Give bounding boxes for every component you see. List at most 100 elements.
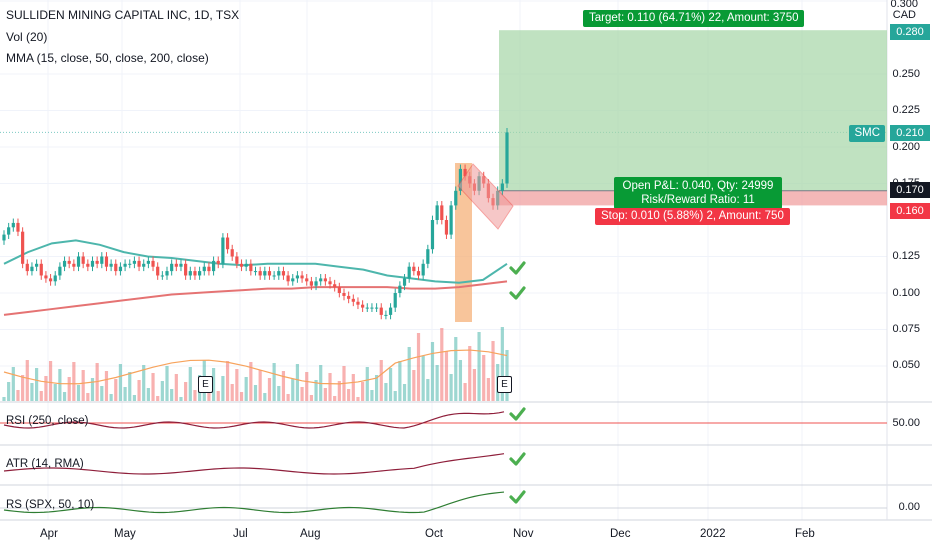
pnl-badge[interactable]: Open P&L: 0.040, Qty: 24999 Risk/Reward … <box>614 177 782 209</box>
volume-bar <box>444 351 449 401</box>
rs-legend[interactable]: RS (SPX, 50, 10) <box>6 499 95 511</box>
volume-bar <box>267 378 272 401</box>
candle-body <box>444 220 449 235</box>
check-icon <box>509 452 526 466</box>
candle-body <box>160 275 164 277</box>
volume-bar <box>109 394 113 401</box>
volume-bar <box>21 375 25 401</box>
volume-ma-line <box>3 349 508 385</box>
volume-bar <box>300 387 304 401</box>
candle-body <box>72 263 76 267</box>
volume-bar <box>333 396 337 401</box>
price-tick-top: 0.300 <box>890 0 918 10</box>
volume-bar <box>67 377 71 401</box>
candle-body <box>109 263 113 267</box>
volume-bar <box>25 360 29 401</box>
rsi-tick: 50.00 <box>892 417 920 429</box>
candle-body <box>76 256 81 267</box>
volume-bar <box>193 390 197 401</box>
candle-body <box>184 263 188 276</box>
candle-body <box>365 307 369 309</box>
ma-slow-line <box>3 280 508 316</box>
atr-legend[interactable]: ATR (14, RMA) <box>6 458 84 470</box>
volume-bar <box>104 371 109 401</box>
volume-bar <box>235 369 239 401</box>
candle-body <box>104 256 109 267</box>
volume-bar <box>323 388 327 401</box>
candle-body <box>430 220 435 250</box>
candle-body <box>35 263 39 267</box>
rsi-legend[interactable]: RSI (250, close) <box>6 415 89 427</box>
last-price-flag: 0.210 <box>890 125 930 141</box>
month-label: Oct <box>425 528 443 540</box>
volume-bar <box>239 392 244 401</box>
candle-body <box>356 301 360 305</box>
flag-pattern <box>457 163 514 230</box>
volume-bar <box>258 370 262 401</box>
candle-body <box>458 168 463 191</box>
volume-bar <box>281 371 286 401</box>
volume-bar <box>11 367 15 401</box>
candle-body <box>146 260 150 264</box>
candle-body <box>90 260 95 267</box>
volume-bar <box>421 356 425 401</box>
candle-body <box>314 281 318 286</box>
volume-bar <box>356 397 360 401</box>
month-label: 2022 <box>700 528 726 540</box>
candle-body <box>25 263 29 272</box>
month-label: Aug <box>300 528 321 540</box>
stop-badge[interactable]: Stop: 0.010 (5.88%) 2, Amount: 750 <box>595 208 790 225</box>
candle-body <box>426 249 430 264</box>
volume-bar <box>347 389 351 401</box>
volume-bar <box>388 368 393 401</box>
volume-bar <box>430 342 435 401</box>
candle-body <box>388 307 393 315</box>
candle-body <box>165 271 169 276</box>
candle-body <box>333 284 337 288</box>
candle-body <box>328 281 332 285</box>
volume-bar <box>179 397 183 401</box>
symbol-title[interactable]: SULLIDEN MINING CAPITAL INC, 1D, TSX <box>6 8 240 22</box>
volume-legend[interactable]: Vol (20) <box>6 30 48 44</box>
target-zone <box>499 30 887 191</box>
volume-bar <box>211 368 216 401</box>
volume-bar <box>184 382 188 401</box>
volume-bar <box>62 392 67 401</box>
earnings-marker[interactable]: E <box>198 376 213 393</box>
candle-body <box>95 260 99 264</box>
volume-bar <box>128 372 132 401</box>
volume-bar <box>118 364 123 401</box>
volume-bar <box>146 388 150 401</box>
volume-bar <box>463 383 467 401</box>
candle-body <box>170 263 174 272</box>
candle-body <box>347 295 351 299</box>
candle-body <box>123 263 127 267</box>
month-label: Apr <box>40 528 58 540</box>
volume-bar <box>81 370 85 401</box>
volume-bar <box>370 390 374 401</box>
candle-body <box>211 260 216 272</box>
mma-legend[interactable]: MMA (15, close, 50, close, 200, close) <box>6 51 209 65</box>
volume-bar <box>76 385 81 401</box>
candle-body <box>435 205 439 220</box>
volume-bar <box>365 367 369 401</box>
candle-body <box>132 260 137 264</box>
candle-body <box>151 260 155 267</box>
candle-body <box>202 266 206 272</box>
price-tick: 0.050 <box>892 359 920 371</box>
volume-bar <box>505 350 509 401</box>
volume-bar <box>114 379 118 401</box>
month-label: Dec <box>610 528 631 540</box>
volume-bar <box>249 362 253 401</box>
candle-body <box>361 304 365 308</box>
candle-body <box>323 278 327 282</box>
volume-bar <box>216 391 220 401</box>
earnings-marker[interactable]: E <box>497 376 512 393</box>
volume-bar <box>44 376 48 401</box>
candle-body <box>309 281 313 286</box>
target-badge[interactable]: Target: 0.110 (64.71%) 22, Amount: 3750 <box>583 10 805 27</box>
volume-bar <box>449 374 453 401</box>
check-icon <box>509 490 526 504</box>
candle-body <box>258 271 262 276</box>
